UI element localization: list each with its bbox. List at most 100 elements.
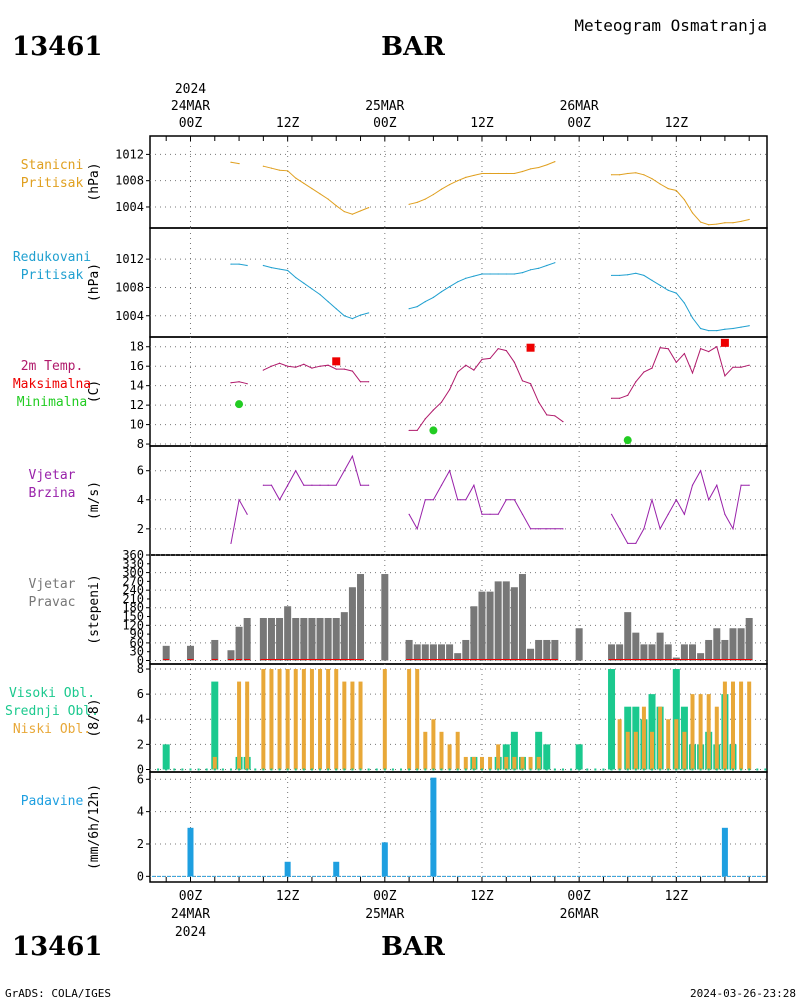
data-point [473, 484, 475, 486]
data-point [351, 370, 354, 372]
data-point [432, 296, 434, 298]
y-tick-label: 270 [122, 574, 144, 588]
zero-marker [537, 768, 540, 771]
precip-bar [333, 861, 340, 877]
data-point [497, 348, 499, 350]
zero-marker [157, 768, 160, 771]
data-point [651, 499, 653, 501]
data-point [546, 414, 548, 416]
station-id-bottom: 13461 [12, 932, 102, 962]
data-point [311, 367, 313, 369]
wind-direction-bar [527, 648, 535, 661]
data-point [481, 513, 483, 515]
data-point [230, 382, 232, 384]
data-point [343, 470, 345, 472]
data-point [643, 528, 645, 530]
panel-label: Minimalna [17, 395, 87, 410]
data-point [497, 273, 499, 275]
y-tick-label: 4 [137, 712, 144, 726]
tmax-marker [332, 357, 341, 366]
data-point [724, 328, 726, 330]
y-tick-label: 6 [137, 464, 144, 478]
series-line [263, 265, 369, 320]
bottom-date-label: 26MAR [560, 907, 599, 922]
panel-3: 8 10 12 14 16 18 (C)2m Temp. Maksimalna Minimaln… [13, 336, 768, 451]
data-point [351, 213, 354, 215]
top-time-label: 00Z [567, 116, 591, 131]
data-point [270, 167, 273, 169]
high-cloud-bar [575, 744, 583, 770]
y-tick-label: 240 [122, 583, 144, 597]
data-point [351, 455, 354, 457]
data-point [683, 352, 686, 355]
data-point [416, 429, 418, 432]
zero-marker [667, 768, 670, 771]
wind-direction-bar [357, 574, 365, 661]
top-time-label: 12Z [470, 116, 494, 131]
series-line [408, 161, 556, 205]
data-point [505, 172, 507, 175]
data-point [748, 484, 750, 486]
wind-direction-bar [551, 639, 559, 661]
y-tick-label: 60 [130, 636, 144, 650]
data-point [732, 366, 734, 368]
wind-direction-bar [535, 639, 543, 661]
low-cloud-bar [293, 669, 298, 770]
data-point [359, 484, 362, 486]
bottom-time-label: 00Z [373, 889, 397, 904]
wind-direction-bar [640, 644, 648, 661]
data-point [497, 513, 499, 515]
data-point [610, 513, 613, 515]
data-point [505, 350, 507, 352]
zero-marker [359, 768, 362, 771]
zero-marker [683, 768, 686, 771]
tmax-marker [526, 343, 535, 352]
y-tick-label: 12 [130, 398, 144, 412]
zero-marker [634, 768, 637, 771]
high-cloud-bar [211, 681, 219, 770]
data-point [408, 513, 410, 515]
low-cloud-bar [617, 719, 622, 770]
low-cloud-bar [528, 756, 533, 770]
wind-direction-bar [648, 644, 656, 661]
data-point [732, 528, 734, 530]
low-cloud-bar [334, 669, 339, 770]
zero-marker [748, 768, 751, 771]
data-point [335, 484, 337, 486]
wind-direction-bar [211, 639, 219, 661]
zero-marker [432, 768, 435, 771]
data-point [740, 366, 742, 368]
y-tick-label: 1008 [115, 280, 144, 294]
zero-marker [456, 768, 459, 771]
low-cloud-bar [747, 681, 752, 770]
low-cloud-bar [479, 756, 484, 770]
y-tick-label: 10 [130, 418, 144, 432]
data-point [538, 166, 540, 169]
zero-marker [335, 768, 338, 771]
wind-direction-bar [186, 645, 194, 661]
data-point [635, 172, 637, 174]
low-cloud-bar [650, 731, 655, 770]
data-point [667, 513, 669, 515]
wind-direction-bar [616, 644, 624, 661]
wind-direction-bar [348, 587, 356, 661]
data-point [270, 365, 273, 367]
zero-marker [513, 768, 516, 771]
low-cloud-bar [730, 681, 735, 770]
data-point [295, 470, 297, 472]
data-point [408, 203, 410, 205]
panel-label: Pritisak [21, 268, 84, 283]
data-point [505, 273, 507, 275]
data-point [343, 210, 345, 213]
data-point [359, 210, 362, 212]
low-cloud-bar [382, 669, 387, 770]
zero-marker [351, 768, 354, 771]
data-point [538, 528, 540, 530]
low-cloud-bar [722, 681, 727, 770]
series-line [230, 498, 248, 544]
zero-marker [173, 768, 176, 771]
low-cloud-bar [455, 731, 460, 770]
data-point [724, 222, 726, 224]
low-cloud-bar [415, 669, 420, 770]
data-point [675, 361, 677, 363]
